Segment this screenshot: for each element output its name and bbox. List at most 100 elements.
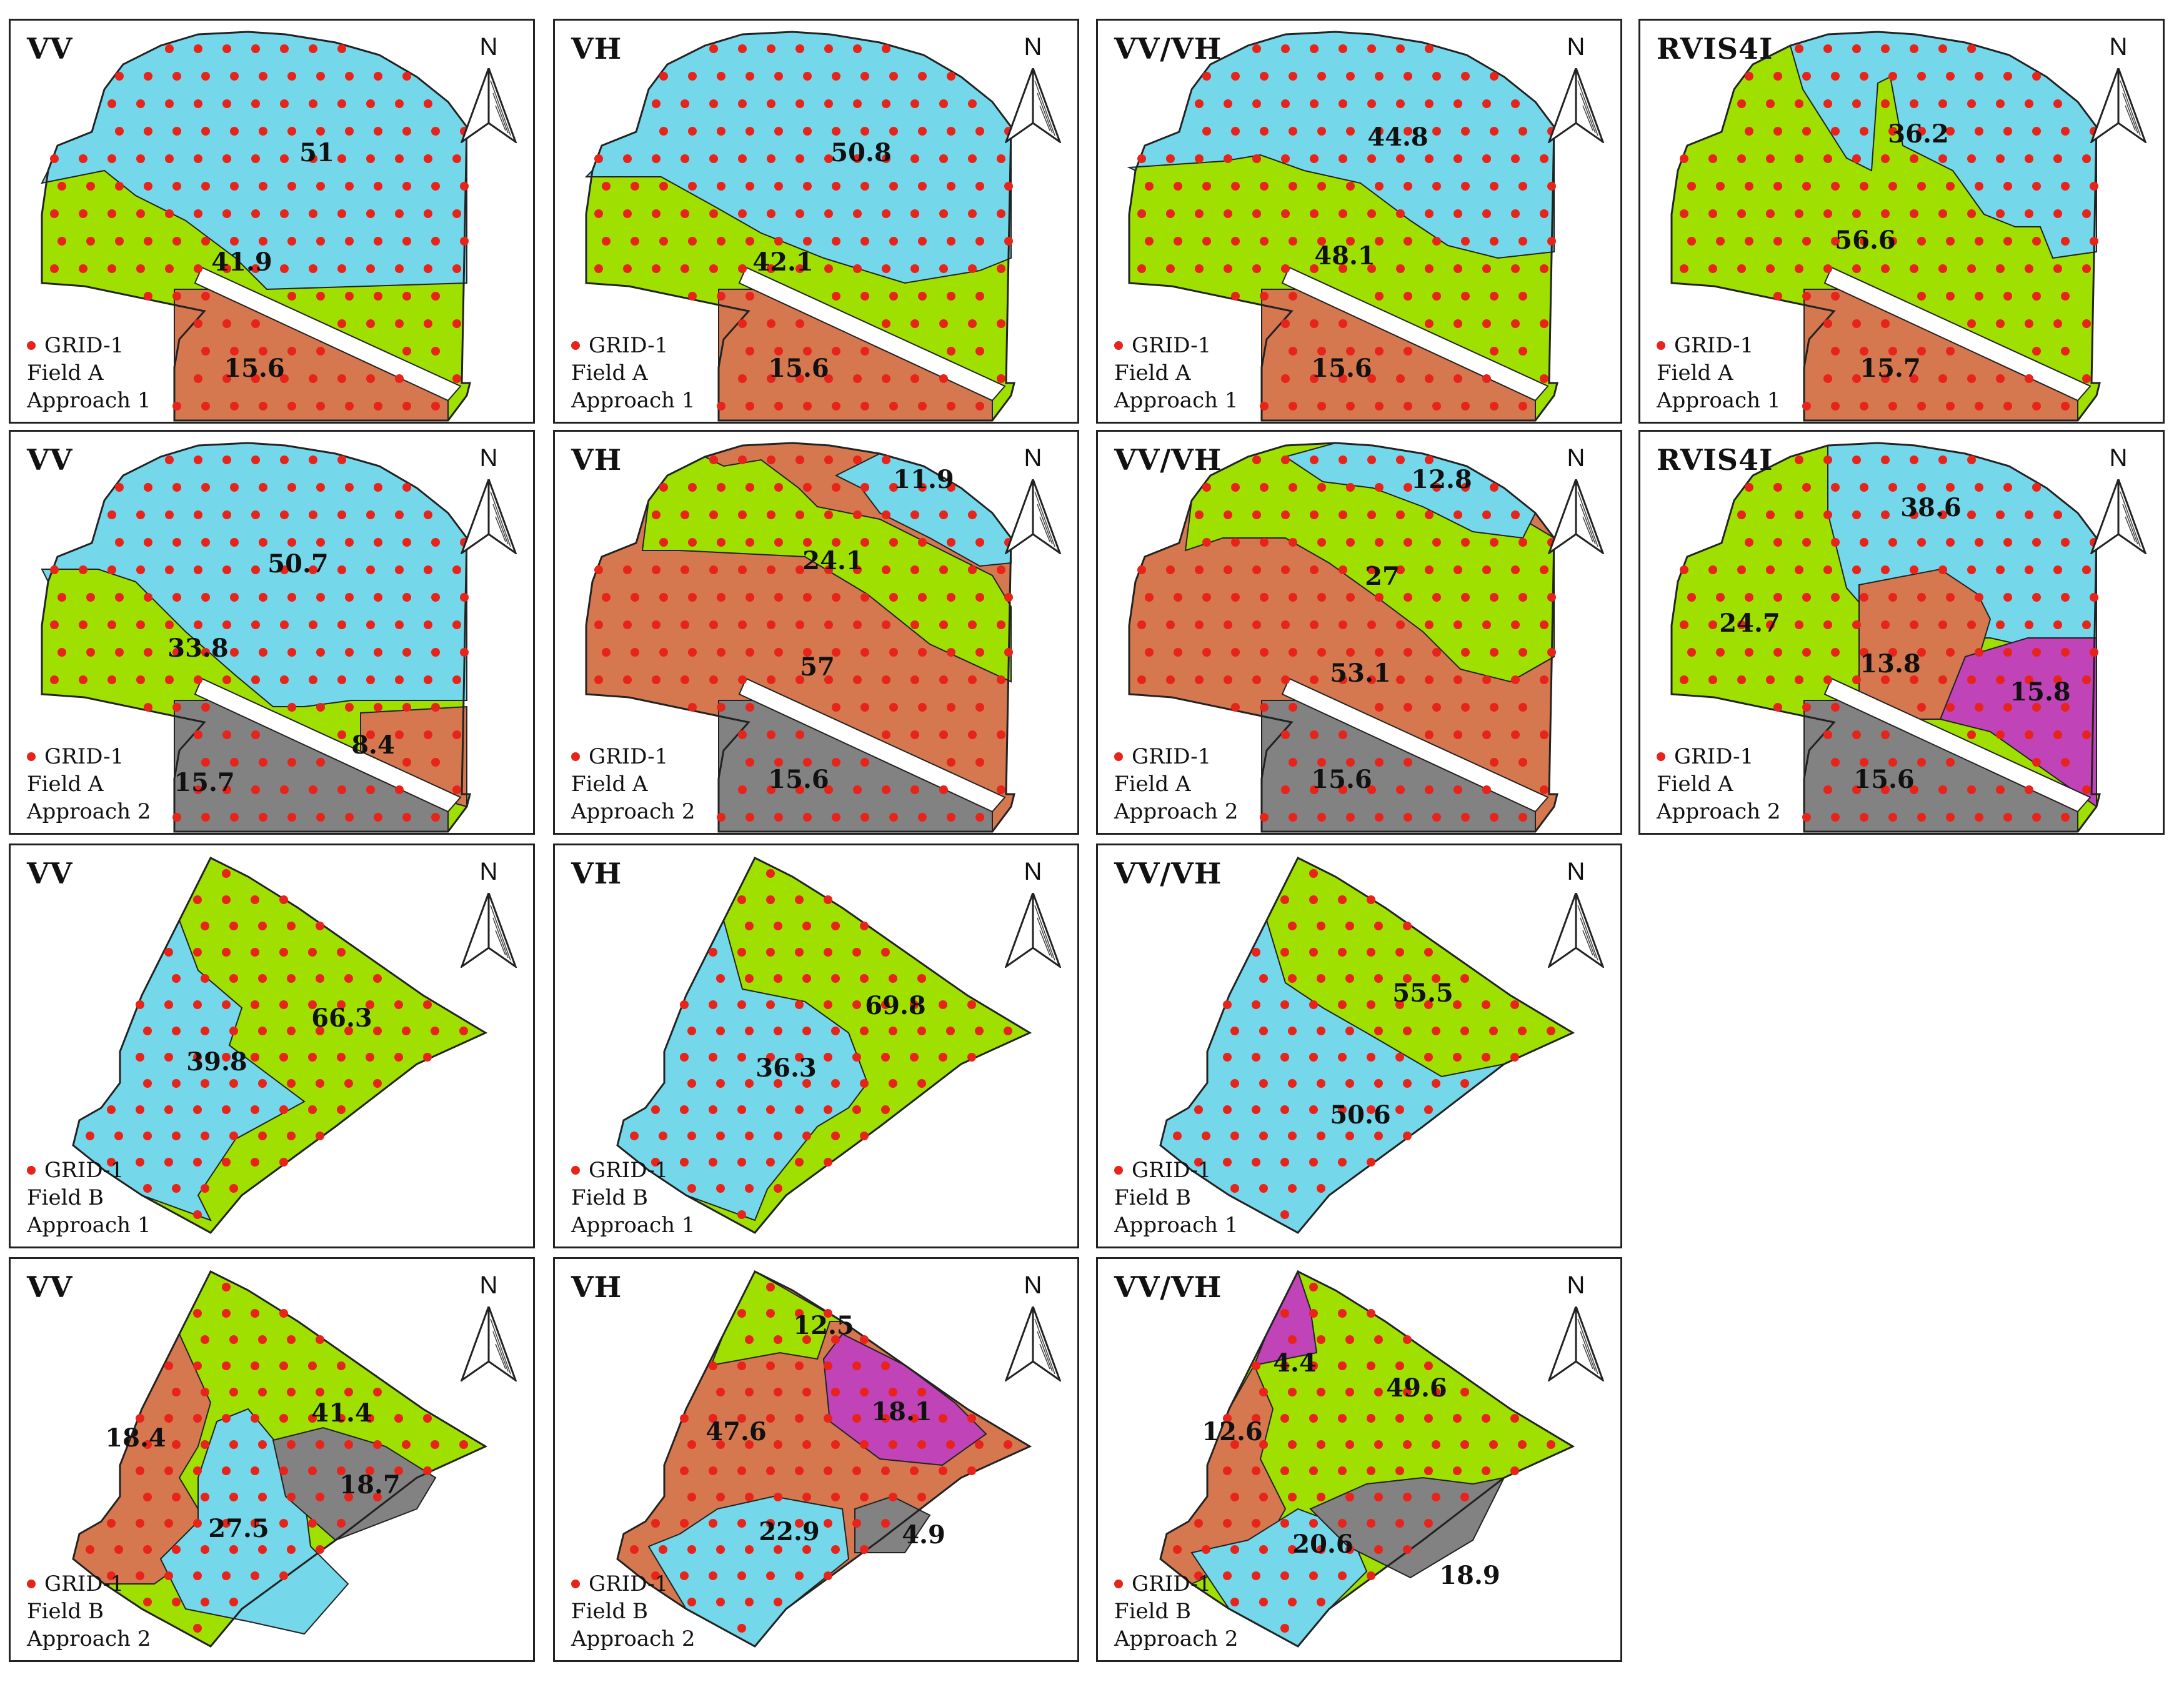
north-label: N <box>479 858 498 885</box>
grid-sample-point <box>1289 237 1297 246</box>
zone-value-label: 41.4 <box>311 1398 372 1428</box>
grid-sample-point <box>374 237 382 246</box>
grid-sample-point <box>623 209 632 218</box>
grid-sample-point <box>594 565 603 574</box>
zone-value-label: 18.9 <box>1439 1561 1500 1590</box>
grid-sample-point <box>1252 44 1261 53</box>
grid-sample-point <box>201 127 210 136</box>
grid-sample-point <box>1708 209 1717 218</box>
zone-value-label: 41.9 <box>211 247 272 277</box>
grid-sample-point <box>337 675 346 684</box>
grid-sample-point <box>258 1132 267 1140</box>
grid-sample-point <box>795 730 804 739</box>
grid-sample-point <box>1367 455 1376 464</box>
grid-sample-point <box>366 1053 374 1062</box>
grid-sample-point <box>652 154 661 163</box>
grid-sample-point <box>594 620 603 629</box>
grid-sample-point <box>745 648 754 657</box>
grid-sample-point <box>193 1571 202 1580</box>
grid-sample-point <box>1194 1519 1203 1528</box>
grid-sample-point <box>107 1571 116 1580</box>
grid-sample-point <box>172 1545 181 1554</box>
grid-sample-point <box>115 182 124 191</box>
grid-sample-point <box>431 593 440 602</box>
grid-sample-point <box>1482 565 1491 574</box>
grid-sample-point <box>193 1053 202 1062</box>
grid-sample-point <box>1317 1440 1325 1449</box>
grid-sample-point <box>1489 1027 1498 1035</box>
grid-point-icon <box>1657 752 1665 761</box>
grid-sample-point <box>594 264 603 273</box>
grid-sample-point <box>1795 620 1803 629</box>
grid-sample-point <box>824 1361 832 1370</box>
grid-sample-point <box>1881 730 1890 739</box>
grid-sample-point <box>889 593 898 602</box>
grid-sample-point <box>745 182 754 191</box>
legend-label: GRID-1 <box>44 1571 124 1596</box>
grid-sample-point <box>194 455 202 464</box>
grid-sample-point <box>424 99 432 108</box>
grid-sample-point <box>1461 72 1470 81</box>
grid-sample-point <box>164 1519 173 1528</box>
grid-sample-point <box>2025 99 2033 108</box>
grid-sample-point <box>1317 593 1326 602</box>
grid-sample-point <box>852 948 861 957</box>
grid-sample-point <box>373 974 382 983</box>
grid-sample-point <box>631 593 639 602</box>
grid-sample-point <box>1223 1053 1232 1062</box>
approach-label: Approach 1 <box>1114 1213 1239 1238</box>
grid-sample-point <box>918 182 927 191</box>
grid-sample-point <box>136 1466 144 1475</box>
grid-sample-point <box>947 347 955 356</box>
grid-sample-point <box>824 785 833 794</box>
grid-sample-point <box>832 237 840 246</box>
grid-sample-point <box>1975 182 1983 191</box>
grid-sample-point <box>687 1598 696 1606</box>
grid-sample-point <box>1367 1000 1375 1009</box>
map-legend: GRID-1 Field B Approach 2 <box>27 1570 151 1653</box>
grid-sample-point <box>1766 154 1775 163</box>
map-panel: 38.6 24.7 13.8 15.8 15.6 RVIS4I N GRID-1 Field A… <box>1638 430 2165 835</box>
grid-sample-point <box>803 237 812 246</box>
grid-sample-point <box>717 483 726 492</box>
grid-sample-point <box>1260 813 1269 822</box>
grid-sample-point <box>1252 1105 1260 1114</box>
grid-sample-point <box>459 1440 468 1449</box>
grid-sample-point <box>143 1132 152 1140</box>
grid-sample-point <box>1281 374 1290 383</box>
grid-sample-point <box>424 675 432 684</box>
grid-sample-point <box>1795 209 1803 218</box>
grid-sample-point <box>1338 1361 1347 1370</box>
grid-sample-point <box>795 44 804 53</box>
grid-sample-point <box>1795 44 1803 53</box>
grid-sample-point <box>1231 593 1240 602</box>
grid-sample-point <box>939 565 948 574</box>
grid-sample-point <box>688 593 697 602</box>
grid-sample-point <box>287 1027 296 1035</box>
grid-sample-point <box>767 620 775 629</box>
grid-sample-point <box>1202 538 1211 547</box>
grid-sample-point <box>1260 703 1269 712</box>
map-legend: GRID-1 Field A Approach 1 <box>1114 332 1238 414</box>
grid-sample-point <box>1310 730 1319 739</box>
grid-sample-point <box>316 648 325 657</box>
grid-sample-point <box>287 922 296 930</box>
grid-sample-point <box>1823 264 1832 273</box>
grid-sample-point <box>1802 292 1811 301</box>
grid-sample-point <box>975 237 984 246</box>
grid-sample-point <box>1310 264 1319 273</box>
grid-sample-point <box>1432 1027 1440 1035</box>
grid-sample-point <box>1345 1132 1354 1140</box>
grid-sample-point <box>1367 1158 1375 1167</box>
grid-sample-point <box>831 1027 840 1035</box>
grid-sample-point <box>2025 675 2033 684</box>
grid-sample-point <box>258 974 267 983</box>
grid-sample-point <box>1490 292 1498 301</box>
grid-sample-point <box>947 127 955 136</box>
grid-sample-point <box>1737 99 1746 108</box>
grid-sample-point <box>967 1000 976 1009</box>
grid-sample-point <box>251 1571 259 1580</box>
grid-sample-point <box>2090 648 2098 657</box>
grid-sample-point <box>79 264 87 273</box>
grid-sample-point <box>947 813 955 822</box>
